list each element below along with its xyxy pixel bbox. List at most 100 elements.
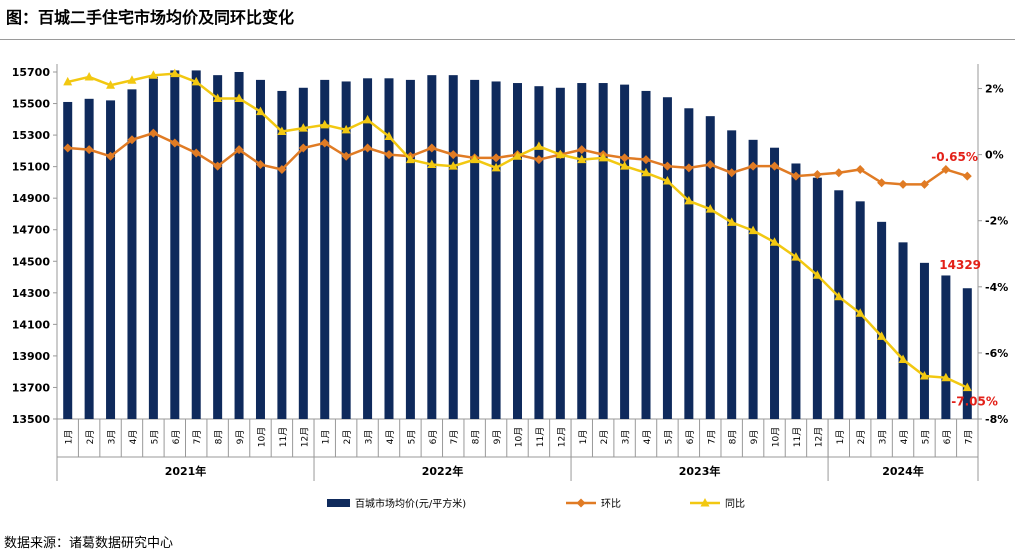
- mom-point: [705, 160, 715, 170]
- yoy-point: [320, 119, 330, 129]
- mom-point: [106, 151, 116, 161]
- year-label: 2024年: [882, 464, 924, 478]
- price-bar: [84, 98, 94, 420]
- month-label: 10月: [771, 427, 782, 447]
- month-label: 1月: [321, 430, 332, 445]
- month-label: 1月: [64, 430, 75, 445]
- mom-point: [213, 161, 223, 171]
- month-label: 7月: [449, 430, 460, 445]
- mom-point: [684, 163, 694, 173]
- price-bar: [405, 79, 415, 420]
- price-bar: [298, 87, 308, 419]
- year-label: 2021年: [165, 464, 207, 478]
- right-tick-label: -6%: [985, 347, 1008, 360]
- left-tick-label: 13900: [12, 350, 51, 363]
- price-bar: [598, 83, 608, 420]
- page-title: 图：百城二手住宅市场均价及同环比变化: [6, 8, 295, 27]
- yoy-point: [170, 68, 180, 78]
- month-label: 4月: [128, 430, 139, 445]
- mom-point: [812, 169, 822, 179]
- mom-point: [255, 160, 265, 170]
- mom-point: [320, 138, 330, 148]
- price-bar: [941, 275, 951, 419]
- month-label: 10月: [514, 427, 525, 447]
- yoy-point: [834, 291, 844, 301]
- yoy-point: [577, 154, 587, 164]
- yoy-point: [127, 75, 137, 84]
- mom-point: [855, 164, 865, 174]
- month-label: 5月: [406, 430, 417, 445]
- mom-point: [877, 178, 887, 188]
- year-label: 2022年: [422, 464, 464, 478]
- legend-mom-marker: [576, 498, 586, 508]
- yoy-point: [255, 106, 265, 116]
- month-label: 6月: [171, 430, 182, 445]
- mom-point: [919, 179, 929, 189]
- month-label: 9月: [749, 430, 760, 445]
- mom-point: [127, 135, 137, 145]
- price-bar: [277, 90, 287, 419]
- left-tick-label: 15100: [12, 161, 51, 174]
- month-label: 4月: [899, 430, 910, 445]
- month-label: 9月: [492, 430, 503, 445]
- mom-point: [234, 145, 244, 155]
- yoy-point: [555, 149, 565, 159]
- yoy-point: [405, 154, 415, 164]
- title-divider: [0, 39, 1015, 40]
- mom-point: [277, 164, 287, 174]
- price-bar: [255, 79, 265, 420]
- legend-yoy-marker: [700, 498, 710, 507]
- mom-point: [834, 168, 844, 178]
- month-label: 2月: [599, 430, 610, 445]
- mom-point: [620, 153, 630, 163]
- price-bar: [662, 97, 672, 420]
- month-label: 8月: [728, 430, 739, 445]
- month-label: 7月: [706, 430, 717, 445]
- month-label: 11月: [278, 427, 289, 447]
- yoy-annotation: -7.05%: [951, 395, 998, 409]
- left-tick-label: 14500: [12, 255, 51, 268]
- price-annotation: 14329: [939, 258, 981, 272]
- month-label: 7月: [963, 430, 974, 445]
- yoy-point: [748, 225, 758, 235]
- left-tick-label: 13700: [12, 381, 51, 394]
- mom-point: [962, 171, 972, 181]
- yoy-point: [234, 93, 244, 102]
- right-tick-label: -2%: [985, 215, 1008, 228]
- yoy-point: [684, 195, 694, 205]
- price-bar: [705, 116, 715, 419]
- mom-point: [641, 155, 651, 165]
- yoy-point: [855, 308, 865, 317]
- yoy-point: [877, 331, 887, 340]
- left-tick-label: 15300: [12, 129, 51, 142]
- price-bar: [577, 83, 587, 420]
- price-bar: [919, 262, 929, 419]
- left-tick-label: 15500: [12, 98, 51, 111]
- mom-point: [84, 145, 94, 155]
- yoy-point: [277, 126, 287, 135]
- yoy-point: [341, 124, 351, 134]
- month-label: 3月: [621, 430, 632, 445]
- month-label: 9月: [235, 430, 246, 445]
- mom-point: [363, 143, 373, 153]
- mom-point: [534, 155, 544, 165]
- price-bar: [470, 79, 480, 420]
- price-bar: [727, 130, 737, 420]
- right-tick-label: -8%: [985, 413, 1008, 426]
- month-label: 2月: [85, 430, 96, 445]
- left-tick-label: 15700: [12, 66, 51, 79]
- month-label: 3月: [878, 430, 889, 445]
- price-bar: [491, 81, 501, 420]
- price-bar: [877, 221, 887, 419]
- yoy-point: [363, 114, 373, 124]
- price-bar: [448, 75, 458, 420]
- price-bar: [534, 86, 544, 419]
- legend-mom-label: 环比: [601, 498, 621, 510]
- price-bar: [320, 79, 330, 420]
- price-bar: [748, 139, 758, 419]
- legend-price-label: 百城市场均价(元/平方米): [355, 497, 466, 510]
- right-tick-label: 2%: [985, 83, 1004, 96]
- yoy-point: [898, 354, 908, 364]
- mom-point: [148, 128, 158, 138]
